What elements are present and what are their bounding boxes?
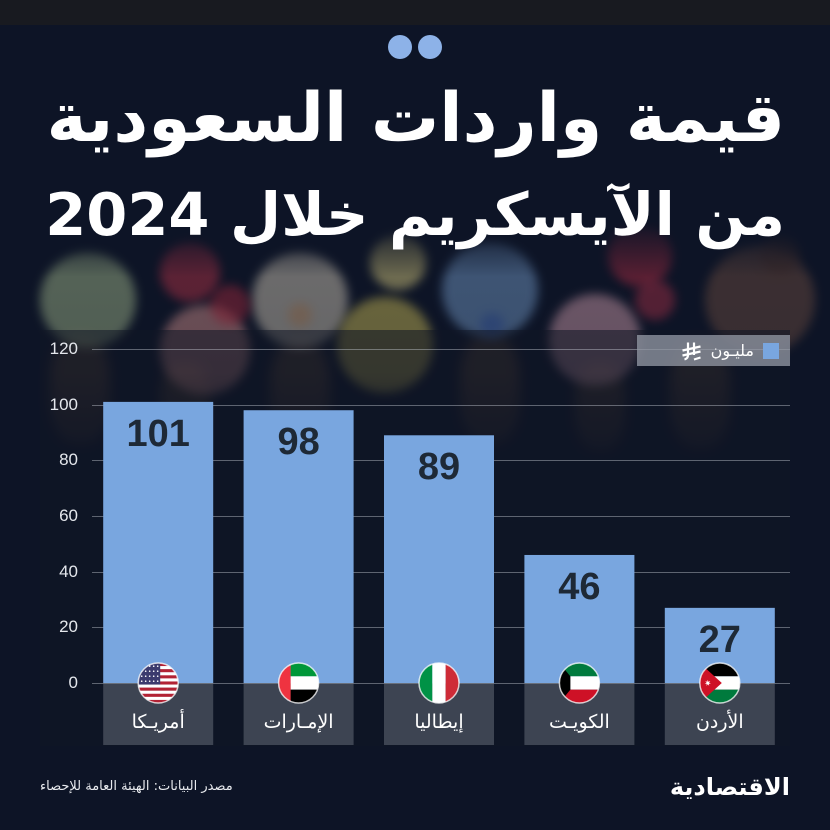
y-tick-label: 40	[59, 561, 78, 581]
saudi-riyal-symbol-icon	[681, 342, 701, 361]
flag-star	[152, 675, 155, 677]
riyal-stroke	[681, 349, 701, 357]
data-label: 27	[698, 618, 741, 661]
legend: مليـون	[637, 335, 790, 366]
flag-star	[148, 680, 151, 682]
flag-field	[138, 693, 179, 698]
italy-flag-icon	[418, 662, 460, 704]
bar-chart: 0 20 40 60 80 100 120 101 أمريـكا 98 الإمـارات 89 إي…	[30, 325, 800, 750]
data-label: 46	[558, 565, 601, 608]
flag-star	[152, 680, 155, 682]
kuwait-flag-icon	[558, 662, 601, 704]
bars	[103, 401, 775, 745]
flag-border	[418, 662, 460, 704]
data-label: 89	[417, 446, 461, 489]
category-label: الكويـت	[548, 711, 610, 733]
flag-border	[137, 662, 179, 704]
data-label: 101	[126, 412, 190, 455]
riyal-strokes	[681, 342, 701, 361]
flag-field	[138, 696, 179, 701]
y-tick-label: 0	[68, 673, 78, 692]
y-tick-label: 20	[59, 617, 78, 637]
category-label: الأردن	[695, 711, 744, 733]
flag-star	[148, 675, 151, 677]
legend-label: مليـون	[710, 341, 754, 360]
chart-canvas	[92, 349, 790, 745]
flag-star	[140, 675, 143, 677]
dot	[418, 35, 442, 59]
jordan-flag-icon	[699, 662, 741, 704]
flag-field	[290, 676, 319, 690]
dot	[388, 35, 412, 59]
bar	[524, 554, 635, 683]
flag-star	[148, 670, 151, 672]
source-note: مصدر البيانات: الهيئة العامة للإحصاء	[40, 779, 233, 794]
flag-field	[138, 690, 179, 694]
flag-field	[138, 684, 179, 688]
bar	[103, 401, 214, 683]
y-tick-label: 120	[49, 339, 78, 358]
category-label: إيطاليا	[414, 711, 464, 733]
category-label: الإمـارات	[263, 711, 334, 733]
riyal-stroke	[693, 355, 701, 361]
y-tick-label: 100	[49, 394, 78, 414]
flag-field	[432, 663, 446, 703]
y-tick-label: 80	[59, 450, 78, 470]
flag-field	[699, 663, 722, 703]
flags	[137, 662, 741, 704]
category-label: أمريـكا	[131, 711, 185, 733]
chart-title-line-2: من الآيسكريم خلال 2024	[45, 180, 785, 249]
flag-star	[704, 679, 711, 686]
bar	[384, 435, 494, 683]
top-strip	[0, 0, 830, 25]
flag-star	[144, 680, 147, 682]
legend-swatch	[763, 342, 779, 359]
flag-border	[699, 662, 741, 704]
data-label: 98	[277, 421, 320, 464]
flag-star	[156, 665, 159, 667]
flag-star	[152, 665, 155, 667]
flag-star	[152, 670, 155, 672]
y-tick-label: 60	[59, 506, 78, 525]
flag-star	[156, 675, 159, 677]
flag-star	[140, 680, 143, 682]
flag-star	[144, 670, 147, 672]
flag-field	[138, 687, 179, 691]
flag-border	[277, 662, 320, 704]
chart-title-line-1: قيمة واردات السعودية	[46, 79, 785, 158]
flag-star	[156, 680, 159, 682]
flag-border	[558, 662, 601, 704]
flag-star	[156, 670, 159, 672]
chart-labels: 0 20 40 60 80 100 120 101 أمريـكا 98 الإمـارات 89 إي…	[30, 325, 800, 750]
flag-star	[144, 675, 147, 677]
bar	[243, 410, 354, 683]
riyal-stroke	[681, 344, 701, 352]
header-dots	[388, 35, 442, 59]
publisher-logo: الاقتصادية	[669, 773, 790, 801]
flag-field	[138, 699, 179, 703]
usa-flag-icon	[137, 662, 179, 704]
